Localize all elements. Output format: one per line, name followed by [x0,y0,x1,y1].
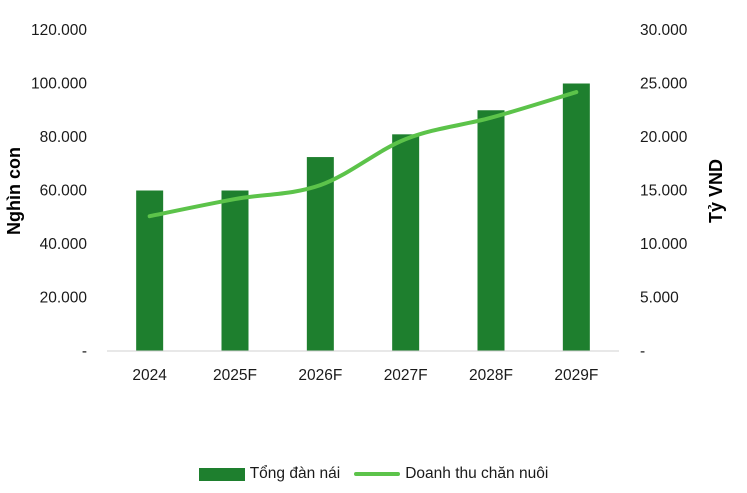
y-tick-left: - [82,343,87,360]
x-tick-label: 2024 [132,367,167,384]
x-tick-label: 2028F [469,367,513,384]
y-tick-right: 25.000 [640,76,688,93]
y-tick-left: 60.000 [40,183,88,200]
y-tick-right: 15.000 [640,183,688,200]
y-tick-left: 20.000 [40,290,88,307]
right-axis-ticks: - 5.000 10.000 15.000 20.000 25.000 30.000 [640,22,688,360]
y-tick-right: 20.000 [640,129,688,146]
legend-swatch-bar [198,467,245,481]
legend-item-bars: Tổng đàn nái [198,465,341,483]
legend: Tổng đàn nái Doanh thu chăn nuôi [0,462,747,486]
y-tick-left: 120.000 [31,22,87,39]
x-tick-label: 2026F [298,367,342,384]
y-axis-title-right: Tỷ VND [706,159,726,223]
x-tick-label: 2025F [213,367,257,384]
y-tick-left: 80.000 [40,129,88,146]
legend-label-line: Doanh thu chăn nuôi [405,465,549,482]
y-tick-right: - [640,343,645,360]
y-axis-title-left: Nghìn con [4,147,24,235]
bar-2025F [221,190,249,351]
legend-item-line: Doanh thu chăn nuôi [354,465,548,483]
legend-label-bars: Tổng đàn nái [249,465,341,482]
bar-group [136,83,590,351]
x-tick-label: 2027F [384,367,428,384]
x-axis-ticks: 2024 2025F 2026F 2027F 2028F 2029F [132,367,598,384]
y-tick-right: 30.000 [640,22,688,39]
legend-swatch-line [354,472,401,476]
y-tick-left: 40.000 [40,236,88,253]
bar-2029F [562,83,590,351]
left-axis-ticks: - 20.000 40.000 60.000 80.000 100.000 120.000 [31,22,87,360]
y-tick-right: 5.000 [640,290,679,307]
y-tick-right: 10.000 [640,236,688,253]
series-line-revenue [147,90,579,219]
x-tick-label: 2029F [554,367,598,384]
bar-2028F [477,110,505,351]
bar-2027F [392,134,420,351]
y-tick-left: 100.000 [31,76,87,93]
